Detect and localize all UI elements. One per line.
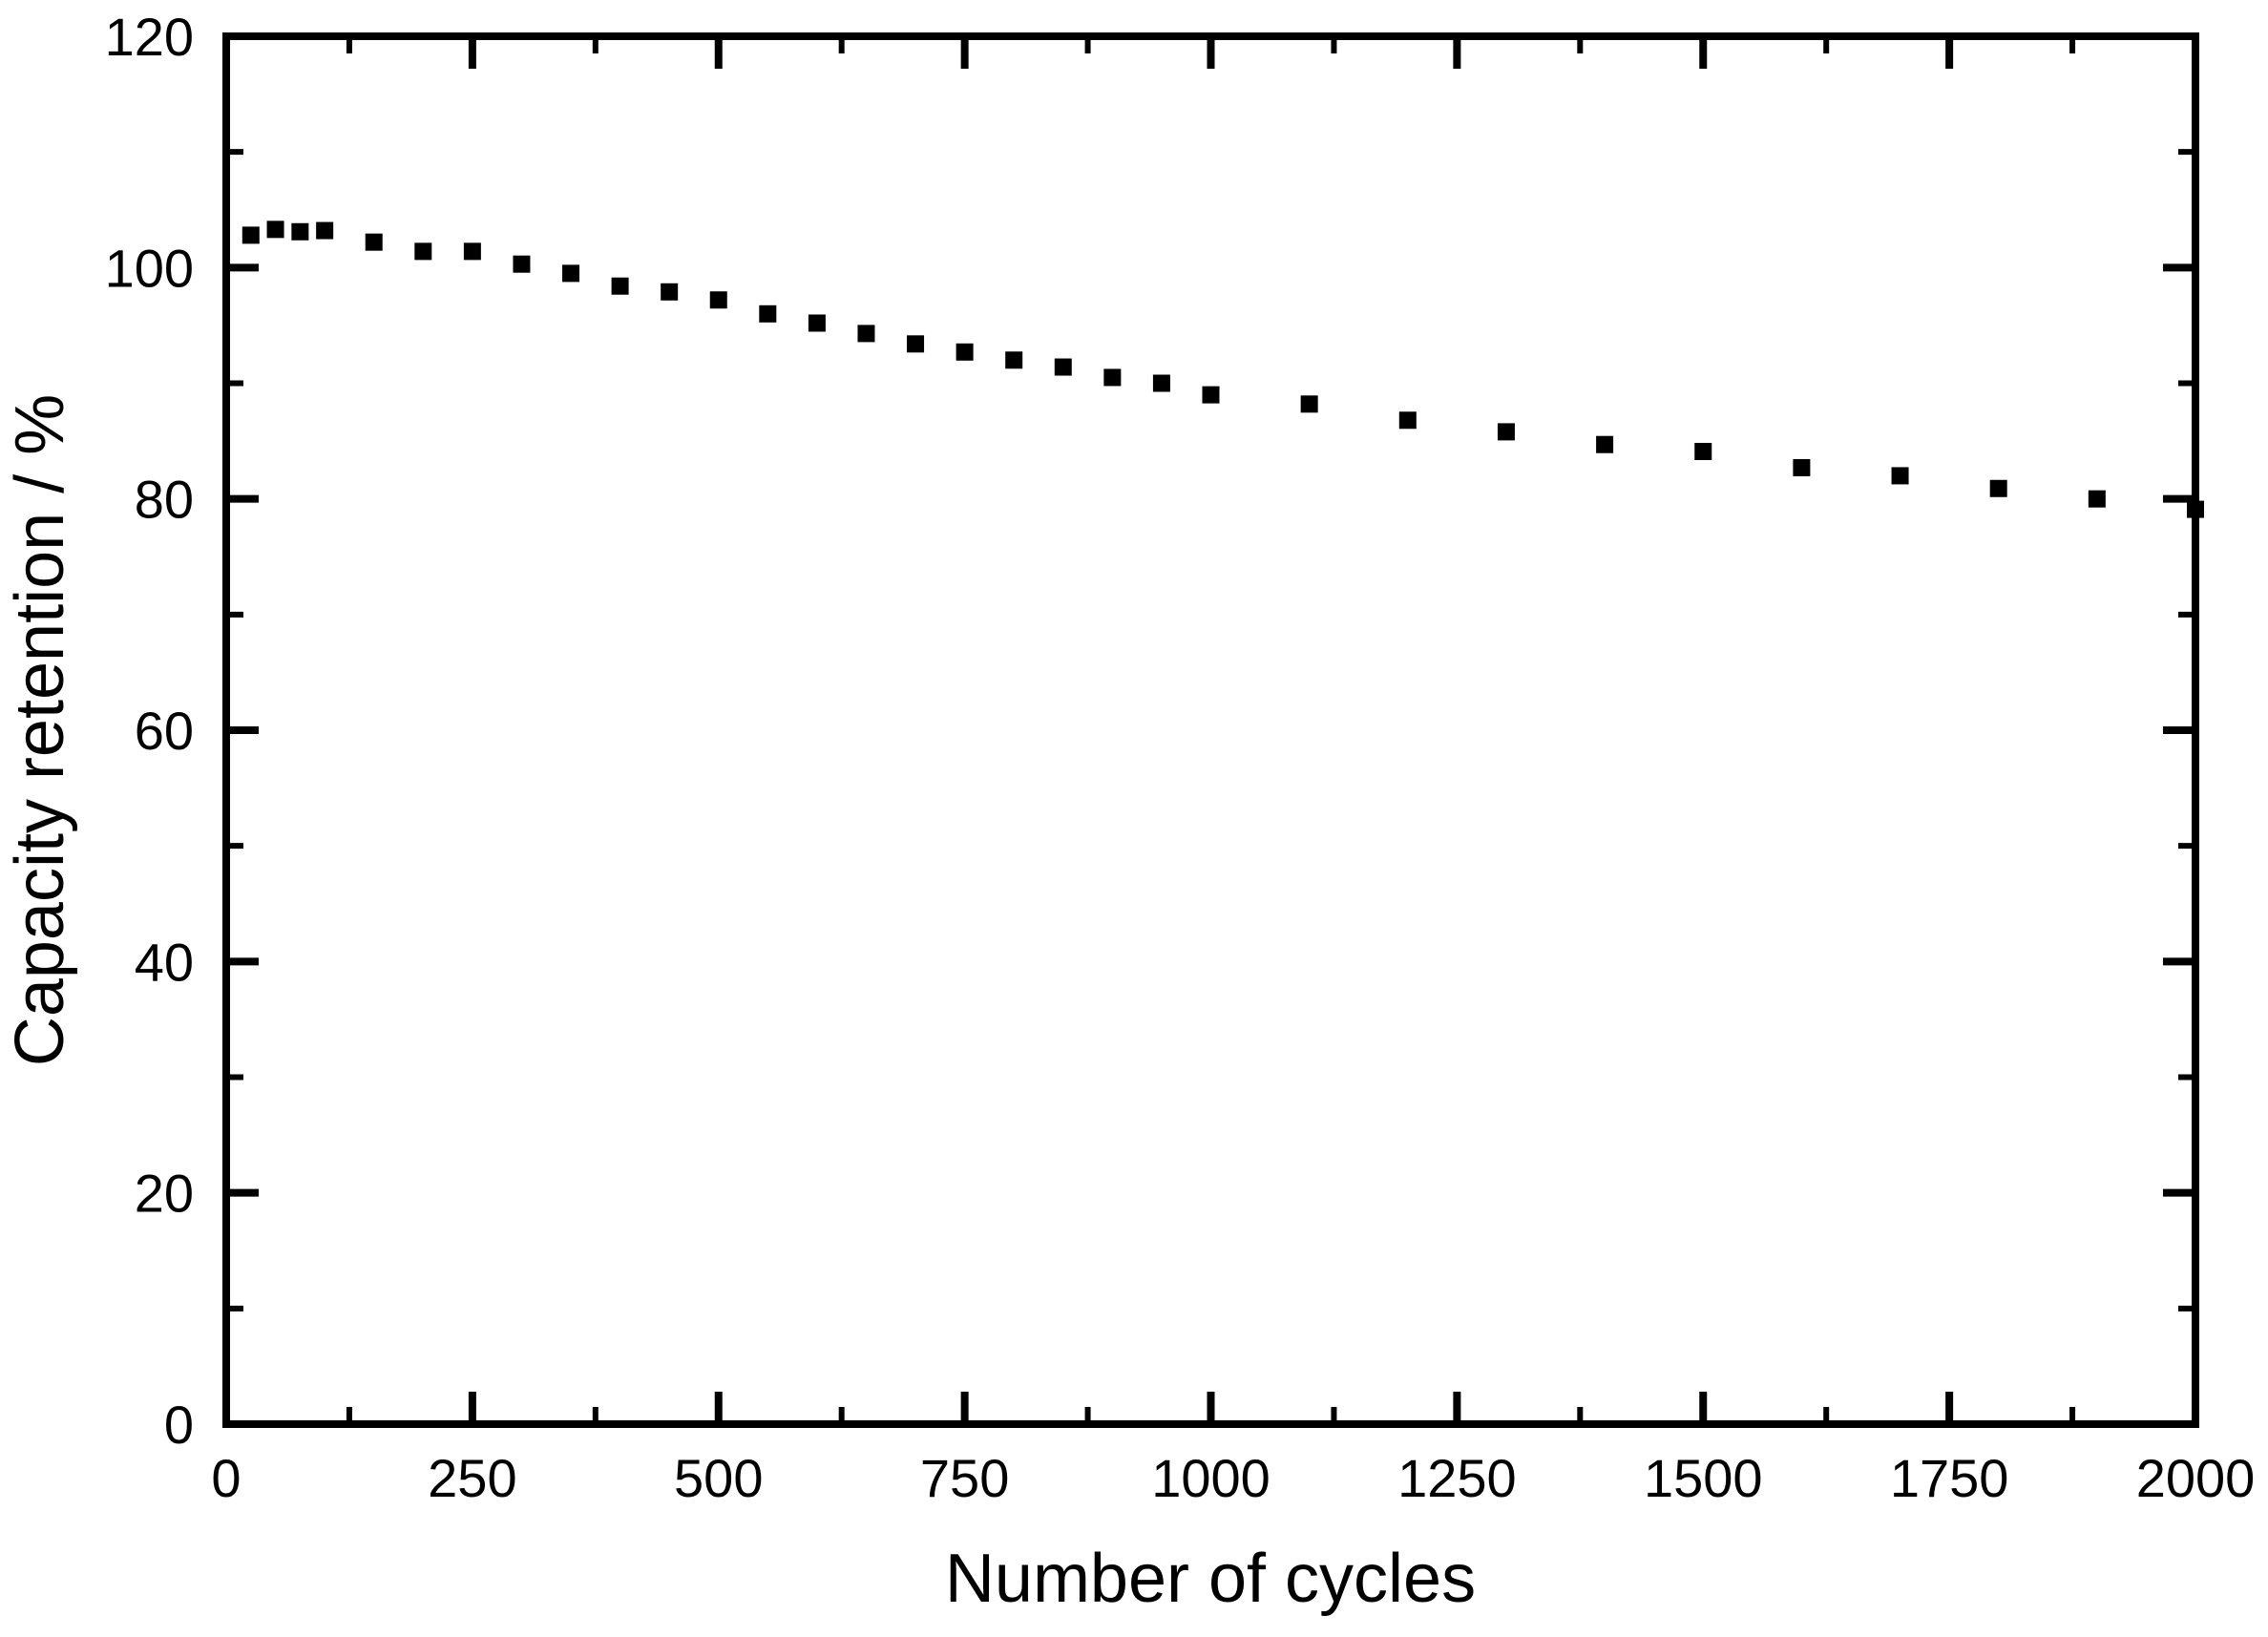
- data-point-marker: [759, 304, 777, 323]
- x-tick-label: 500: [674, 1448, 763, 1508]
- data-point-marker: [907, 335, 925, 353]
- x-axis-title: Number of cycles: [945, 1541, 1476, 1617]
- data-point-marker: [1300, 395, 1318, 413]
- y-tick-label: 60: [135, 701, 194, 761]
- data-point-marker: [1202, 386, 1220, 404]
- data-point-marker: [1891, 467, 1909, 485]
- y-axis-title: Capacity retention / %: [2, 394, 78, 1066]
- y-tick-label: 0: [164, 1395, 194, 1455]
- x-tick-label: 1500: [1644, 1448, 1763, 1508]
- x-tick-label: 1250: [1397, 1448, 1517, 1508]
- data-point-marker: [291, 222, 309, 241]
- data-point-marker: [1497, 423, 1515, 441]
- x-tick-label: 250: [428, 1448, 516, 1508]
- y-tick-label: 20: [135, 1164, 194, 1224]
- data-point-marker: [1103, 368, 1122, 387]
- axes-layer: [222, 32, 2199, 1428]
- x-tick-label: 1000: [1151, 1448, 1270, 1508]
- data-point-marker: [1398, 411, 1417, 430]
- data-point-marker: [562, 264, 580, 283]
- x-tick-label: 0: [211, 1448, 241, 1508]
- y-tick-label: 40: [135, 932, 194, 992]
- data-point-marker: [1054, 358, 1072, 376]
- data-point-marker: [1989, 479, 2007, 497]
- data-point-marker: [857, 325, 875, 343]
- y-tick-label: 100: [105, 238, 194, 298]
- data-point-marker: [316, 221, 334, 240]
- data-point-marker: [242, 226, 260, 244]
- data-point-marker: [1793, 458, 1811, 476]
- data-points-layer: [242, 220, 2204, 518]
- x-tick-label: 1750: [1890, 1448, 2009, 1508]
- data-point-marker: [808, 314, 826, 332]
- data-point-marker: [513, 255, 531, 273]
- data-point-marker: [1596, 435, 1614, 453]
- data-point-marker: [414, 242, 432, 261]
- data-point-marker: [709, 291, 727, 309]
- x-tick-label: 2000: [2136, 1448, 2256, 1508]
- data-point-marker: [661, 283, 679, 301]
- plot-frame: [222, 32, 2199, 1428]
- data-point-marker: [2088, 490, 2106, 508]
- y-tick-label: 120: [105, 7, 194, 67]
- x-tick-label: 750: [920, 1448, 1009, 1508]
- data-point-marker: [1694, 442, 1712, 460]
- data-point-marker: [611, 277, 629, 295]
- tick-labels-layer: 0 250 500 750 1000 1250 1500 1750 2000 0 20 40 60 80 1…: [105, 7, 2256, 1508]
- data-point-marker: [266, 220, 284, 239]
- y-tick-label: 80: [135, 470, 194, 530]
- data-point-marker: [1152, 374, 1170, 392]
- data-point-marker: [365, 233, 383, 251]
- data-point-marker: [463, 242, 481, 261]
- data-point-marker: [1005, 351, 1023, 369]
- data-point-marker: [956, 343, 974, 361]
